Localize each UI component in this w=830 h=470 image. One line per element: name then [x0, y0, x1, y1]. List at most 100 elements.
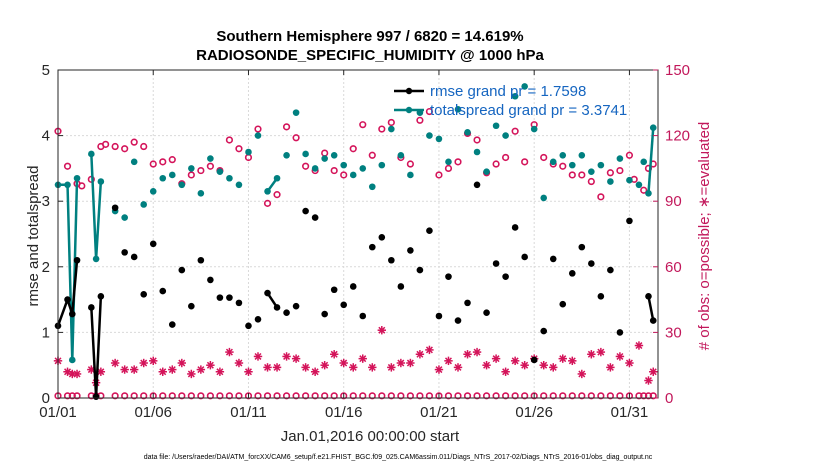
evaluated-obs-point — [263, 363, 272, 372]
spread-point — [540, 194, 548, 202]
possible-obs-point — [473, 136, 481, 144]
evaluated-obs-point — [368, 363, 377, 372]
evaluated-obs-point — [472, 347, 482, 357]
possible-obs-point — [206, 162, 214, 170]
evaluated-obs-point-stroke — [330, 350, 338, 358]
legend-rmse-label: rmse grand pr = 1.7598 — [430, 83, 586, 100]
possible-obs-point — [406, 160, 414, 168]
zero-obs-point — [292, 392, 300, 400]
zero-obs-point — [68, 392, 76, 400]
zero-obs-point — [349, 392, 357, 400]
evaluated-obs-point-stroke — [264, 363, 272, 371]
zero-obs-point — [406, 392, 414, 400]
possible-obs-point — [378, 125, 386, 133]
evaluated-obs-point — [358, 354, 367, 363]
evaluated-obs-point — [577, 369, 587, 379]
possible-obs-point — [578, 171, 586, 179]
rmse-point — [407, 247, 414, 254]
evaluated-obs-point-stroke — [349, 363, 357, 371]
evaluated-obs-point-stroke — [292, 355, 300, 363]
rmse-point — [445, 273, 452, 280]
spread-point — [330, 151, 338, 159]
evaluated-obs-point — [301, 363, 310, 372]
zero-obs-point — [568, 392, 576, 400]
evaluated-obs-point-stroke — [273, 363, 281, 371]
possible-obs-point — [130, 138, 138, 146]
evaluated-obs-point-stroke — [378, 326, 386, 334]
plot-series — [53, 83, 658, 400]
zero-obs-point — [330, 392, 338, 400]
spread-point — [530, 125, 538, 133]
spread-point — [302, 150, 309, 158]
spread-point — [454, 106, 462, 113]
possible-obs-point — [454, 158, 462, 166]
evaluated-obs-point-stroke — [140, 359, 148, 367]
zero-obs-point — [587, 392, 595, 400]
evaluated-obs-point — [310, 367, 320, 376]
spread-line-segment — [58, 178, 79, 362]
evaluated-obs-point — [253, 352, 263, 361]
evaluated-obs-point — [444, 356, 453, 366]
possible-obs-point — [168, 156, 176, 164]
rmse-point — [321, 310, 328, 318]
evaluated-obs-point-stroke — [368, 363, 376, 371]
possible-obs-point — [340, 171, 348, 179]
possible-obs-point — [587, 177, 595, 186]
evaluated-obs-point-stroke — [387, 363, 395, 371]
x-axis-label: Jan.01,2016 00:00:00 start — [281, 428, 460, 445]
spread-point — [68, 356, 76, 364]
y2-tick-label: 90 — [665, 193, 682, 210]
evaluated-obs-point — [644, 376, 653, 385]
spread-point — [97, 178, 105, 185]
spread-point — [92, 255, 100, 263]
possible-obs-point — [321, 149, 329, 157]
possible-obs-point — [149, 160, 157, 168]
evaluated-obs-point — [206, 361, 215, 370]
evaluated-obs-point — [339, 358, 348, 368]
evaluated-obs-point-stroke — [587, 350, 595, 358]
evaluated-obs-point — [549, 363, 558, 372]
evaluated-obs-point — [139, 358, 148, 368]
evaluated-obs-point-stroke — [321, 361, 329, 369]
possible-obs-point — [78, 182, 86, 190]
evaluated-obs-point — [72, 369, 82, 379]
evaluated-obs-point-stroke — [511, 357, 519, 365]
spread-point — [397, 151, 405, 159]
zero-obs-point — [559, 392, 567, 400]
rmse-point — [283, 309, 290, 317]
possible-obs-point — [416, 116, 424, 124]
possible-obs-point — [187, 171, 195, 179]
spread-point — [511, 92, 519, 100]
possible-obs-point — [235, 145, 243, 153]
evaluated-obs-point — [491, 354, 501, 363]
zero-obs-point — [206, 392, 214, 400]
possible-obs-point — [444, 164, 453, 172]
possible-obs-point — [597, 193, 605, 201]
y2-tick-label: 150 — [665, 62, 690, 79]
evaluated-obs-point-stroke — [549, 363, 557, 371]
spread-point — [216, 168, 224, 175]
possible-obs-point — [254, 125, 262, 133]
rmse-point — [559, 300, 567, 308]
rmse-point — [88, 304, 95, 311]
y-tick-label: 5 — [42, 62, 50, 79]
zero-obs-point — [130, 392, 138, 400]
evaluated-obs-point-stroke — [521, 361, 529, 369]
evaluated-obs-point-stroke — [168, 366, 176, 374]
possible-obs-point — [330, 166, 338, 175]
evaluated-obs-point-stroke — [606, 363, 614, 371]
zero-obs-point — [416, 392, 424, 400]
zero-obs-point — [121, 392, 129, 400]
rmse-point — [568, 270, 576, 277]
evaluated-obs-point — [234, 358, 244, 368]
zero-obs-point — [502, 392, 510, 400]
zero-obs-point — [311, 392, 319, 400]
evaluated-obs-point-stroke — [340, 359, 348, 367]
evaluated-obs-point-stroke — [159, 368, 167, 376]
spread-point — [473, 148, 481, 156]
rmse-point — [245, 322, 252, 330]
possible-obs-point — [273, 191, 281, 199]
spread-point — [197, 190, 205, 197]
spread-point — [426, 132, 433, 139]
evaluated-obs-point-stroke — [187, 370, 195, 378]
